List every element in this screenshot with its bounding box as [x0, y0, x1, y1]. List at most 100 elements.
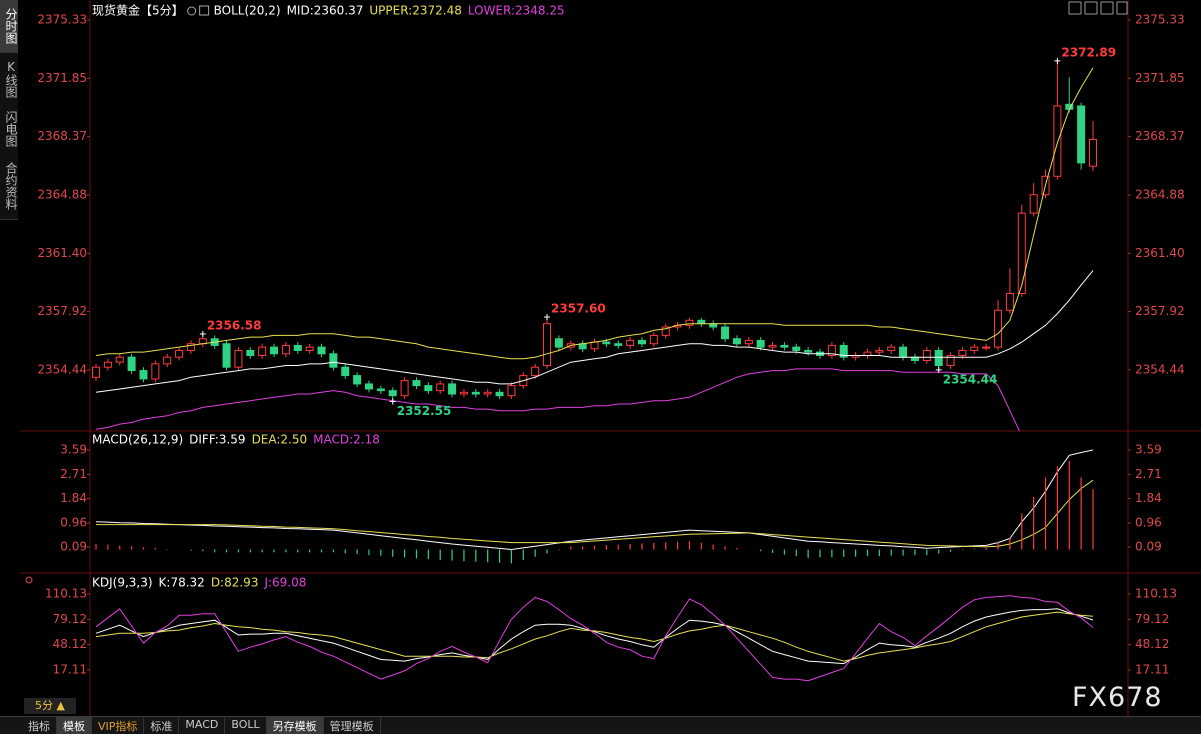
bottom-tab[interactable]: BOLL [225, 717, 267, 734]
indicator-line [95, 67, 1094, 360]
candle-body [661, 326, 670, 336]
icon [187, 6, 197, 16]
candle-body [175, 349, 184, 358]
bottom-tab[interactable]: VIP指标 [92, 717, 145, 734]
marker-cross [389, 398, 396, 405]
bottom-tab[interactable]: 管理模板 [324, 717, 381, 734]
indicator-line [95, 611, 1094, 662]
candle-body [281, 344, 290, 355]
y-tick-label: 79.12 [1135, 612, 1169, 626]
candle-body [471, 391, 480, 395]
candle-body [1089, 138, 1097, 167]
sidebar-tab[interactable]: 闪电图 [0, 103, 18, 156]
candle-body [222, 343, 231, 368]
legend-item: BOLL(20,2) [214, 4, 281, 18]
candle-body [637, 339, 646, 345]
sidebar-tab[interactable]: 合约资料 [0, 153, 18, 220]
candle-body [258, 346, 267, 356]
sidebar-tab[interactable]: 分时图 [0, 0, 18, 53]
y-tick-label: 2357.92 [1135, 304, 1185, 318]
y-tick-label: 2375.33 [1135, 13, 1185, 27]
y-tick-label: 2364.88 [1135, 188, 1185, 202]
y-tick-label: 1.84 [60, 491, 87, 505]
plot-area [92, 60, 1097, 431]
candle-body [186, 343, 195, 351]
candle-body [424, 385, 433, 392]
candle-body [590, 341, 599, 350]
candle-body [531, 366, 540, 377]
indicator-line [95, 368, 1021, 431]
candle-body [543, 323, 552, 367]
candle-body [246, 349, 255, 356]
candle-body [1029, 194, 1038, 214]
legend-item: UPPER:2372.48 [369, 4, 461, 18]
legend-item: D:82.93 [211, 576, 259, 590]
candle-body [483, 391, 492, 395]
candle-body [792, 346, 801, 351]
bottom-tab[interactable]: 模板 [57, 717, 92, 734]
candle-body [163, 356, 172, 365]
icon-button[interactable] [1068, 1, 1082, 15]
candle-body [364, 383, 373, 390]
candle-body [353, 375, 362, 385]
candle-body [305, 346, 314, 351]
bottom-tab[interactable]: 另存模板 [266, 717, 324, 734]
bottom-tab[interactable]: MACD [179, 717, 226, 734]
legend-item: MACD:2.18 [313, 433, 380, 447]
marker-cross [544, 313, 551, 320]
annotation: 2354.44 [943, 372, 998, 386]
legend-item: LOWER:2348.25 [468, 4, 565, 18]
y-tick-label: 110.13 [1135, 586, 1177, 600]
indicator-line [96, 479, 1094, 548]
candle-body [270, 346, 279, 355]
legend-item: DEA:2.50 [252, 433, 308, 447]
candle-body [946, 354, 955, 367]
annotation: 2372.89 [1061, 45, 1116, 59]
y-tick-label: 2368.37 [1135, 129, 1185, 143]
chart: 2375.33 2375.33 2371.85 2371.85 2368.37 2368.… [20, 0, 1201, 716]
candle-body [127, 356, 136, 372]
y-tick-label: 2371.85 [1135, 71, 1185, 85]
candle-body [685, 319, 694, 326]
y-tick-label: 110.13 [45, 586, 87, 600]
bottom-tab[interactable]: 指标 [22, 717, 57, 734]
bottom-tab[interactable]: 标准 [144, 717, 180, 734]
annotation: 2356.58 [207, 319, 262, 333]
legend-item: K:78.32 [159, 576, 205, 590]
y-tick-label: 2364.88 [37, 188, 87, 202]
y-tick-label: 48.12 [1135, 637, 1169, 651]
candle-body [103, 361, 112, 368]
candle-body [899, 346, 908, 358]
y-tick-label: 79.12 [53, 612, 87, 626]
settings-icon[interactable] [25, 576, 33, 584]
plot-area [95, 449, 1094, 564]
candle-body [1005, 293, 1014, 311]
candle-body [994, 309, 1003, 348]
y-tick-label: 2371.85 [37, 71, 87, 85]
candle-body [139, 370, 148, 380]
candle-body [756, 339, 765, 348]
candle-body [459, 391, 468, 395]
icon-button[interactable] [1084, 1, 1098, 15]
y-tick-label: 0.96 [1135, 515, 1162, 529]
icon [199, 5, 210, 16]
icon-button[interactable] [1100, 1, 1114, 15]
y-tick-label: 48.12 [53, 637, 87, 651]
candle-body [317, 346, 326, 355]
candle-body [982, 346, 991, 349]
candle-body [151, 363, 160, 380]
y-tick-label: 3.59 [1135, 443, 1162, 457]
candle-body [697, 319, 706, 325]
legend-item: MACD(26,12,9) [92, 433, 183, 447]
candle-body [732, 338, 741, 345]
period-selector[interactable]: 5分 ▲ [24, 698, 76, 714]
candle-body [495, 391, 504, 397]
y-tick-label: 0.96 [60, 515, 87, 529]
candle-body [92, 366, 100, 378]
icon-button[interactable] [1116, 1, 1128, 15]
candle-body [448, 383, 457, 395]
candle-body [875, 349, 884, 353]
candle-body [839, 344, 848, 358]
legend-item: DIFF:3.59 [189, 433, 245, 447]
